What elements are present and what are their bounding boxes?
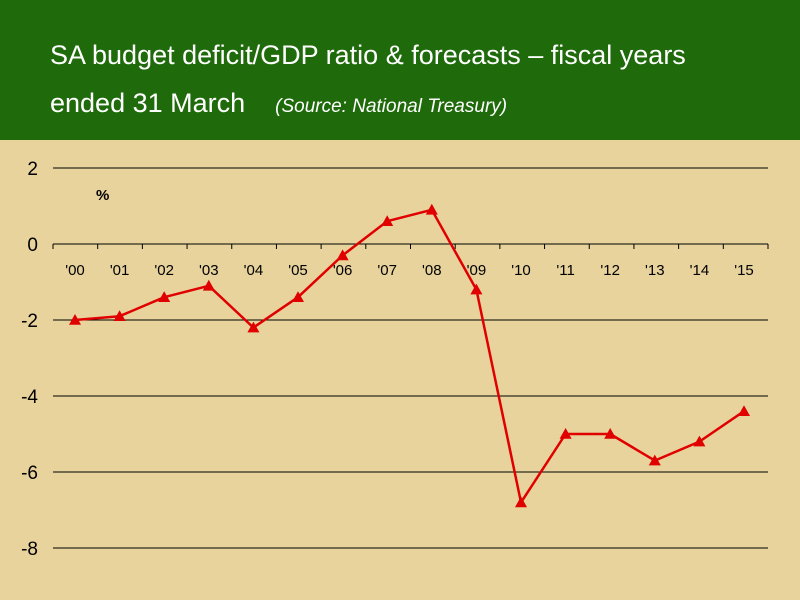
x-tick-label: '15 bbox=[734, 262, 754, 279]
gridlines bbox=[52, 167, 769, 549]
data-point-marker bbox=[69, 314, 81, 325]
data-point-marker bbox=[648, 454, 661, 466]
x-tick-label: '02 bbox=[154, 262, 174, 279]
data-point-marker bbox=[113, 310, 126, 321]
series-line bbox=[74, 208, 745, 504]
x-axis: '00 '01 '02 '03 '04 '05 '06 '07 '08 '09 '10 '11 '12 '… bbox=[65, 262, 754, 279]
x-tick-label: '04 bbox=[244, 262, 264, 279]
line-chart: 20-2-4-6-8 '00'01'02'03'04'05'06'07'08'0… bbox=[21, 159, 769, 560]
y-tick-label: -4 bbox=[21, 387, 38, 408]
y-tick-label: -6 bbox=[21, 463, 38, 484]
source-note: (Source: National Treasury) bbox=[275, 96, 508, 117]
y-tick-label: 2 bbox=[27, 159, 38, 180]
x-tick-label: '13 bbox=[645, 262, 665, 279]
y-tick-label: -2 bbox=[21, 311, 38, 332]
x-tick-label: '11 bbox=[556, 262, 574, 279]
data-point-marker bbox=[247, 321, 260, 333]
series-deficit bbox=[69, 203, 750, 508]
data-point-marker bbox=[158, 291, 171, 302]
chart-title-line1: SA budget deficit/GDP ratio & forecasts … bbox=[50, 40, 686, 70]
x-tick-label: '03 bbox=[199, 262, 219, 279]
x-tick-label: '08 bbox=[422, 262, 442, 279]
chart-title-line2: ended 31 March (Source: National Treasury… bbox=[50, 88, 507, 119]
chart-title-line2-text: ended 31 March bbox=[50, 88, 246, 118]
y-tick-label: -8 bbox=[21, 539, 38, 560]
x-tick-label: '05 bbox=[288, 262, 308, 279]
data-point-marker bbox=[559, 428, 572, 439]
data-point-marker bbox=[202, 279, 215, 291]
data-point-marker bbox=[738, 405, 750, 416]
data-point-marker bbox=[693, 435, 706, 447]
y-axis: 2 0 -2 -4 -6 -8 bbox=[21, 159, 38, 560]
x-tick-label: '14 bbox=[690, 262, 710, 279]
x-tick-label: '00 bbox=[65, 262, 85, 279]
data-point-marker bbox=[336, 249, 349, 261]
x-tick-label: '07 bbox=[377, 262, 397, 279]
data-point-marker bbox=[292, 291, 304, 302]
x-tick-label: '10 bbox=[511, 262, 531, 279]
data-point-marker bbox=[425, 203, 438, 215]
x-tick-label: '06 bbox=[333, 262, 353, 279]
data-point-marker bbox=[515, 496, 527, 508]
data-point-marker bbox=[381, 215, 394, 226]
data-point-marker bbox=[604, 428, 617, 439]
y-unit-label: % bbox=[96, 187, 109, 204]
title-banner: SA budget deficit/GDP ratio & forecasts … bbox=[0, 0, 800, 140]
x-tick-label: '09 bbox=[467, 262, 487, 279]
x-tick-label: '01 bbox=[110, 262, 130, 279]
x-tick-label: '12 bbox=[600, 262, 620, 279]
data-point-marker bbox=[470, 283, 483, 295]
y-tick-label: 0 bbox=[27, 235, 38, 256]
